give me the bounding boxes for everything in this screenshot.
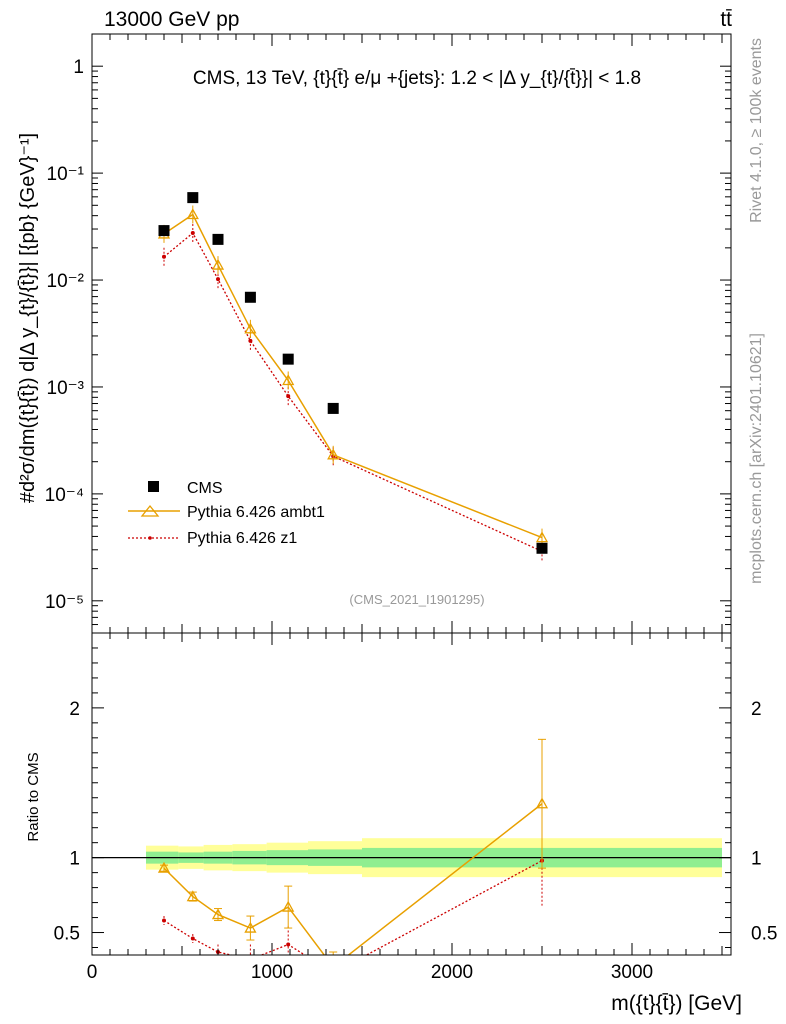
- ambt1-point: [282, 374, 295, 386]
- legend: CMS Pythia 6.426 ambt1 Pythia 6.426 z1: [128, 480, 325, 547]
- ratio-y-tick-label-right: 0.5: [751, 924, 777, 945]
- ambt1-point: [211, 258, 225, 270]
- z1-ratio-point: [162, 918, 166, 923]
- legend-label-cms: CMS: [187, 480, 223, 497]
- ratio-y-tick-label: 0.5: [54, 924, 80, 945]
- ratio-y-axis-label: Ratio to CMS: [25, 752, 42, 841]
- ambt1-ratio-point: [244, 921, 257, 933]
- cms-point: [244, 291, 256, 303]
- main-panel: 1 10⁻¹ 10⁻² 10⁻³ 10⁻⁴ 10⁻⁵ CMS, 13 TeV, {t}{t…: [17, 33, 732, 634]
- cms-point: [282, 353, 294, 365]
- ratio-frame: [91, 632, 732, 956]
- z1-point: [162, 254, 166, 259]
- y-tick-label: 10⁻²: [47, 271, 85, 292]
- z1-point: [216, 277, 220, 282]
- ambt1-ratio-point: [186, 890, 199, 902]
- z1-point: [248, 338, 253, 343]
- legend-marker-ambt1: [140, 504, 160, 517]
- chart-title: CMS, 13 TeV, {t}{t̄} e/μ +{jets}: 1.2 < …: [193, 68, 641, 89]
- x-tick-label: 3000: [611, 962, 653, 983]
- cms-point: [158, 225, 170, 237]
- cms-point: [212, 233, 224, 245]
- mcplots-label: mcplots.cern.ch [arXiv:2401.10621]: [748, 333, 765, 584]
- z1-point: [190, 231, 195, 236]
- analysis-id: (CMS_2021_I1901295): [349, 592, 484, 607]
- y-axis-label: #d²σ/dm({t}{t̄}) d|Δ y_{t}/{t̄}}| [{pb} …: [17, 133, 39, 503]
- cms-point: [327, 402, 339, 414]
- ambt1-point: [186, 208, 199, 220]
- ratio-bands: [92, 838, 731, 878]
- ratio-data: [157, 738, 549, 975]
- legend-label-z1: Pythia 6.426 z1: [187, 530, 297, 547]
- process-label: tt̄: [720, 8, 732, 31]
- y-tick-label: 10⁻⁵: [45, 592, 84, 613]
- ambt1-ratio-point: [157, 861, 171, 873]
- y-tick-label: 10⁻⁴: [45, 485, 84, 506]
- ratio-y-tick-label: 1: [69, 849, 80, 870]
- ratio-y-tick-label-right: 2: [751, 699, 762, 720]
- ambt1-ratio-line: [163, 803, 543, 955]
- ambt1-point: [535, 531, 549, 543]
- z1-ratio-point: [331, 971, 335, 975]
- ambt1-point: [327, 448, 340, 460]
- legend-marker-z1: [148, 536, 152, 540]
- ambt1-ratio-point: [328, 962, 338, 971]
- main-axes: 1 10⁻¹ 10⁻² 10⁻³ 10⁻⁴ 10⁻⁵: [45, 33, 732, 634]
- x-tick-label: 1000: [251, 962, 293, 983]
- collision-label: 13000 GeV pp: [104, 8, 239, 31]
- y-tick-label: 10⁻³: [47, 378, 85, 399]
- z1-ratio-point: [286, 942, 291, 947]
- ratio-series: [157, 738, 549, 975]
- main-data: [157, 192, 549, 561]
- x-axis-label: m({t}{t̄}) [GeV]: [611, 992, 742, 1015]
- x-tick-label: 2000: [431, 962, 473, 983]
- z1-ratio-point: [248, 957, 252, 961]
- ambt1-point: [244, 322, 257, 334]
- z1-ratio-point: [190, 936, 195, 941]
- ratio-y-tick-label-right: 1: [751, 849, 762, 870]
- cms-point: [187, 192, 199, 204]
- cms-point: [536, 542, 548, 554]
- legend-marker-cms: [148, 481, 159, 492]
- z1-ratio-line: [163, 860, 543, 955]
- ambt1-ratio-point: [211, 908, 225, 920]
- x-tick-label: 0: [87, 962, 98, 983]
- ratio-panel: 0 1000 2000 3000 0.5 0.5 1 1 2 2 Ratio to CMS m({…: [25, 632, 777, 1015]
- ratio-axes: 0 1000 2000 3000 0.5 0.5 1 1 2 2: [54, 632, 777, 983]
- z1-point: [286, 394, 291, 399]
- ratio-y-tick-label: 2: [69, 699, 80, 720]
- y-tick-label: 1: [73, 57, 84, 78]
- ambt1-ratio-point: [282, 900, 295, 912]
- legend-label-ambt1: Pythia 6.426 ambt1: [187, 504, 325, 521]
- rivet-label: Rivet 4.1.0, ≥ 100k events: [748, 38, 765, 223]
- ambt1-ratio-point: [535, 797, 549, 809]
- y-tick-label: 10⁻¹: [47, 164, 85, 185]
